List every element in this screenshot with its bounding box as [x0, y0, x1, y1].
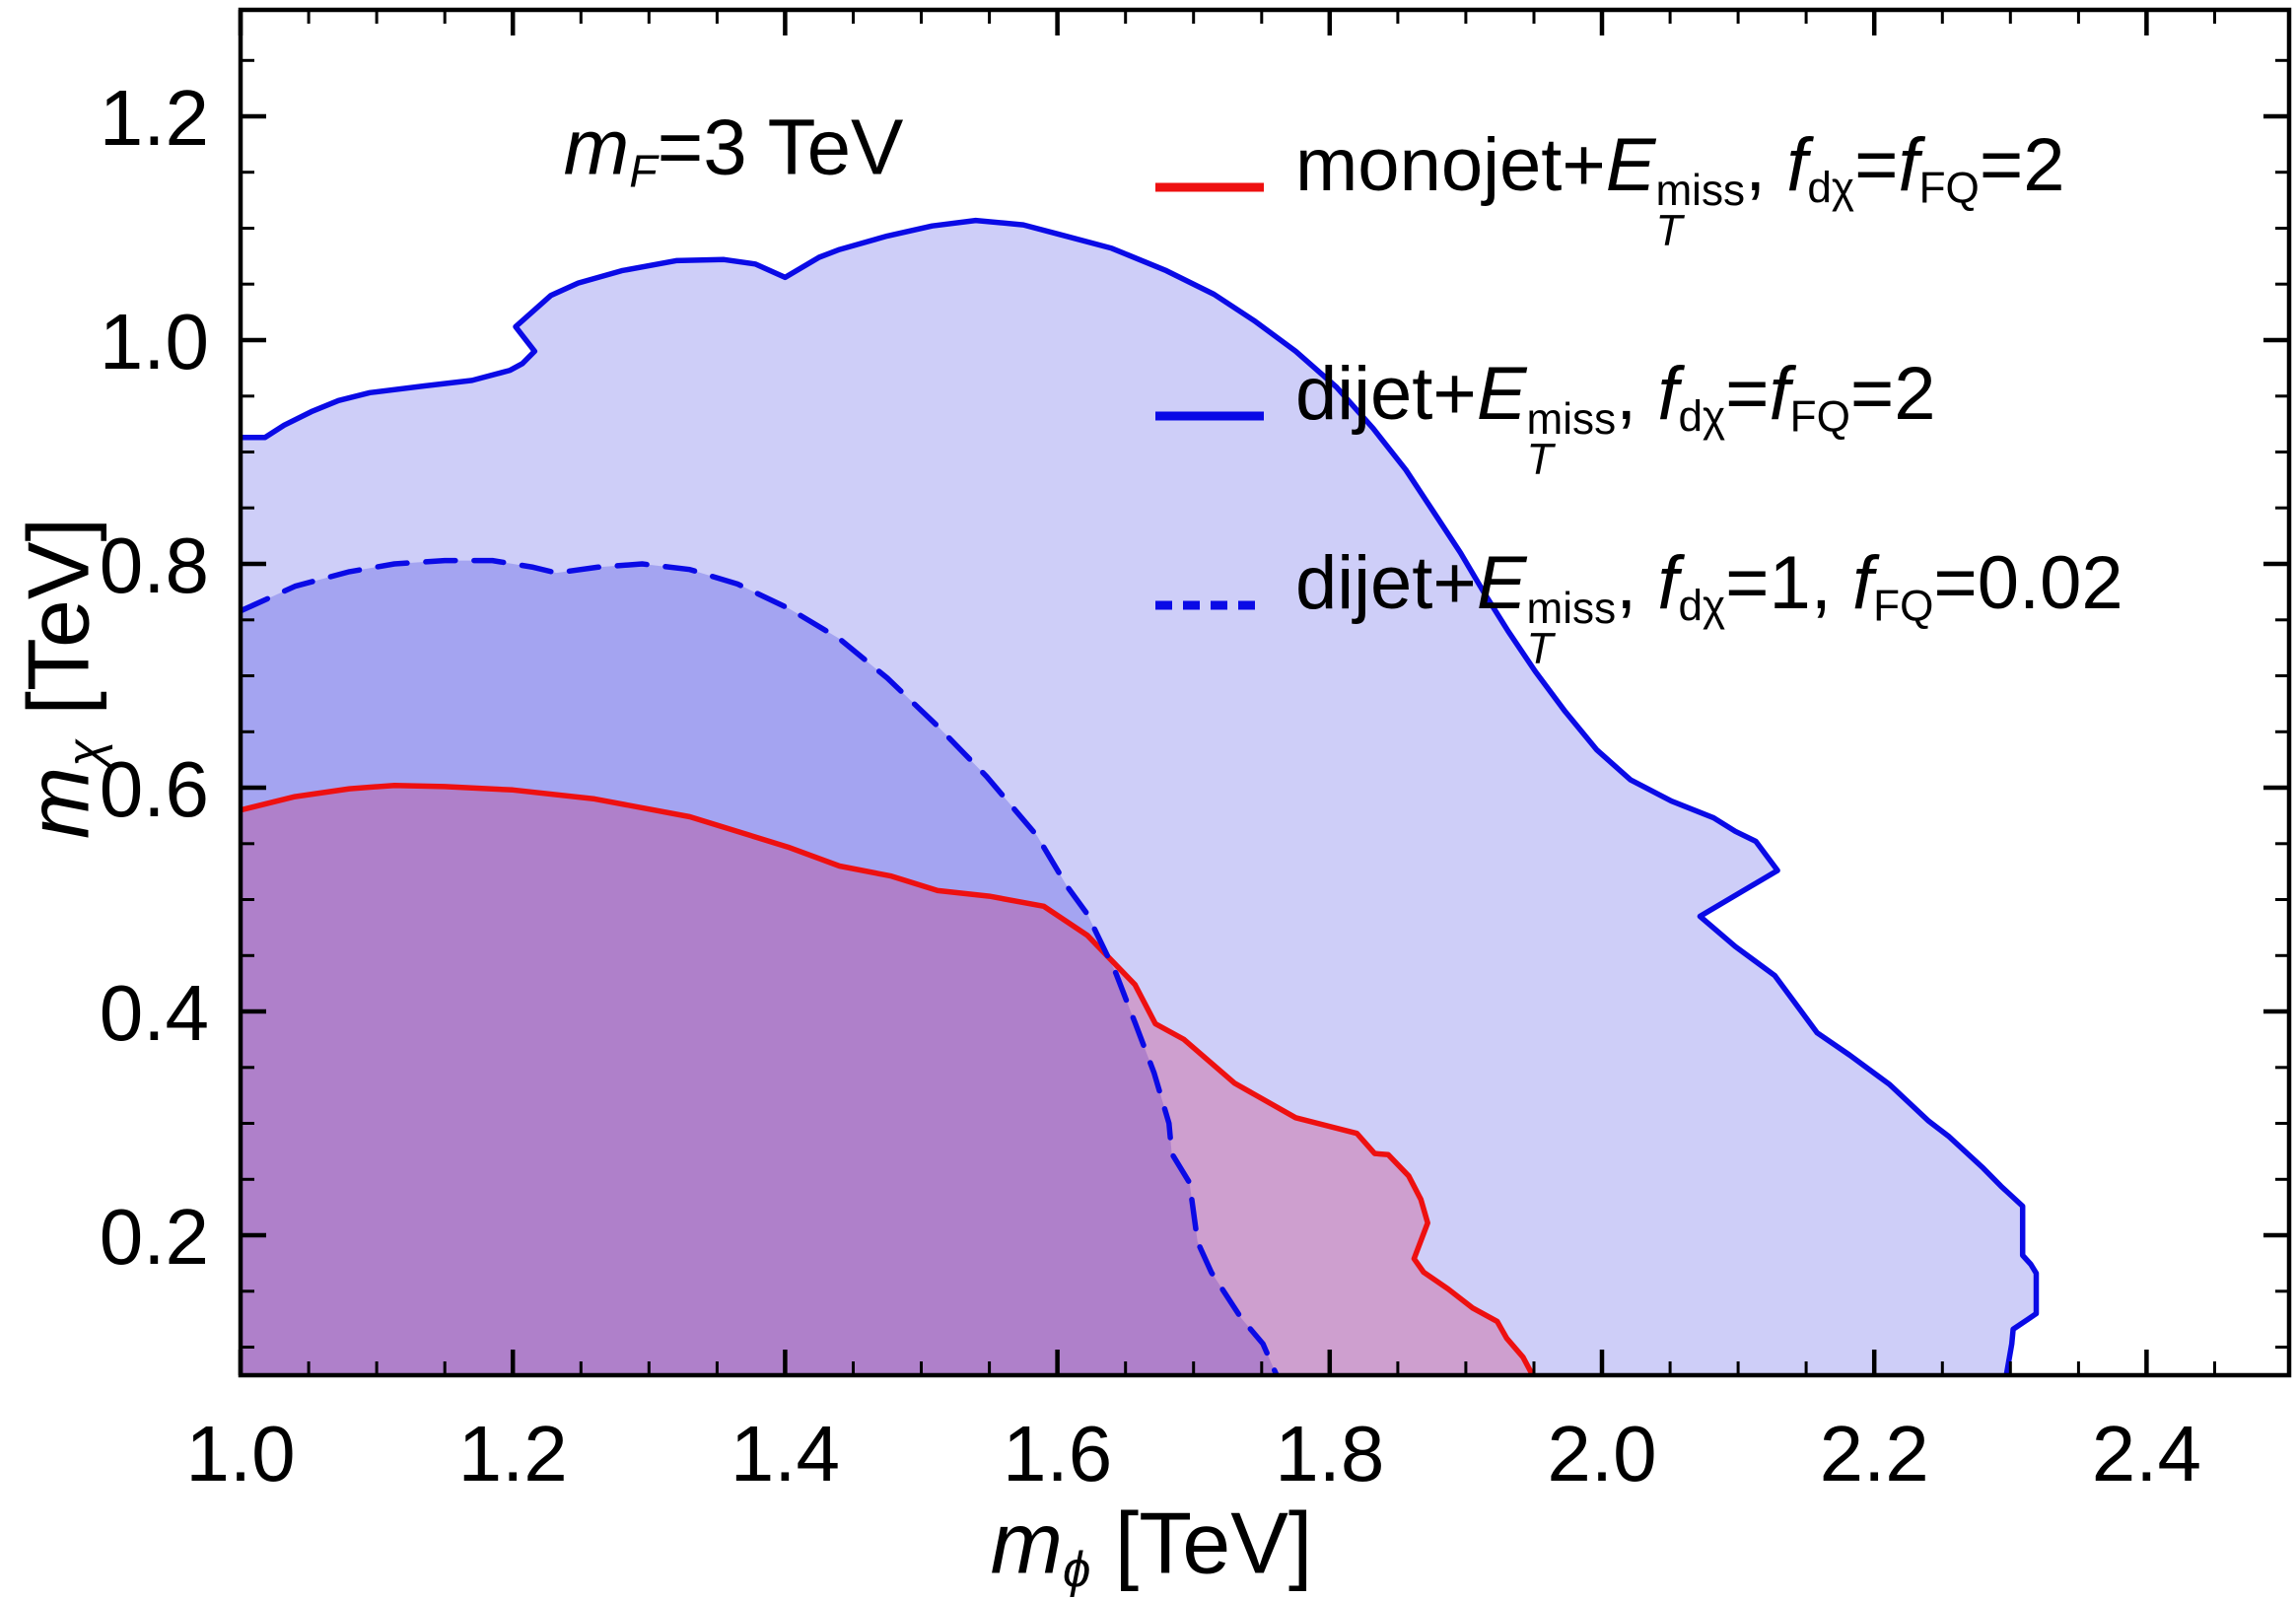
y-tick-label: 0.6 — [100, 745, 209, 833]
y-tick-label: 1.0 — [100, 298, 209, 385]
region-monojet — [241, 785, 1533, 1375]
axis-ticks — [238, 10, 2289, 1375]
y-tick-label: 0.8 — [100, 521, 209, 609]
legend-label-dijet-weak: dijet+E miss T, fdχ=1, fFQ=0.02 — [1295, 541, 2123, 673]
y-axis-label: mχ [TeV] — [9, 517, 113, 840]
sup-sub-stack: miss T — [1526, 395, 1617, 484]
x-tick-label: 1.0 — [185, 1410, 295, 1497]
legend-swatch-dijet-dashed-line — [1155, 600, 1264, 610]
x-tick-label: 2.2 — [1820, 1410, 1929, 1497]
region-dijet-weak — [241, 560, 1277, 1375]
legend-item-dijet-strong: dijet+E miss T, fdχ=fFQ=2 — [1151, 352, 1936, 481]
legend-label-monojet: monojet+E miss T, fdχ=fFQ=2 — [1295, 123, 2065, 255]
legend-swatch-monojet-line — [1155, 182, 1264, 192]
contour-lines — [241, 217, 2040, 1375]
tick-labels: 1.0 1.2 1.4 1.6 1.8 2.0 2.2 2.4 0.2 0.4 0.6 0.8 1.0 1… — [100, 74, 2201, 1497]
y-tick-label: 0.2 — [100, 1193, 209, 1281]
x-tick-label: 2.0 — [1547, 1410, 1656, 1497]
x-tick-label: 1.4 — [731, 1410, 840, 1497]
region-fills — [241, 220, 2037, 1375]
y-tick-label: 1.2 — [100, 74, 209, 162]
curve-dijet-strong — [241, 217, 2040, 1375]
x-tick-label: 1.2 — [458, 1410, 568, 1497]
legend-item-monojet: monojet+E miss T, fdχ=fFQ=2 — [1151, 123, 2064, 252]
plot-title: mF=3 TeV — [563, 103, 904, 197]
sup-sub-stack: miss T — [1526, 585, 1617, 673]
x-tick-label: 1.8 — [1275, 1410, 1384, 1497]
y-tick-label: 0.4 — [100, 969, 209, 1057]
legend-label-dijet-strong: dijet+E miss T, fdχ=fFQ=2 — [1295, 352, 1936, 484]
curve-dijet-weak — [241, 557, 1280, 1375]
x-axis-label: mϕ [TeV] — [990, 1494, 1313, 1598]
region-dijet-strong — [241, 220, 2037, 1375]
x-tick-label: 2.4 — [2092, 1410, 2201, 1497]
plot-frame — [238, 7, 2292, 1378]
x-tick-label: 1.6 — [1003, 1410, 1112, 1497]
curve-monojet — [241, 782, 1536, 1375]
legend-swatch-dijet-line — [1155, 411, 1264, 421]
sup-sub-stack: miss T — [1655, 167, 1746, 255]
legend-item-dijet-weak: dijet+E miss T, fdχ=1, fFQ=0.02 — [1151, 541, 2123, 670]
